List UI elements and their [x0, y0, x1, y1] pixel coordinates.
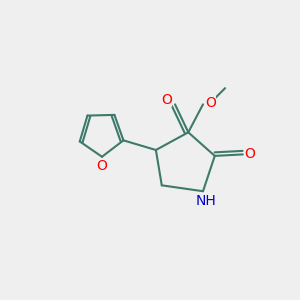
Text: O: O: [205, 96, 216, 110]
Text: O: O: [97, 159, 107, 172]
Text: O: O: [245, 147, 256, 161]
Text: O: O: [161, 93, 172, 107]
Text: NH: NH: [196, 194, 216, 208]
